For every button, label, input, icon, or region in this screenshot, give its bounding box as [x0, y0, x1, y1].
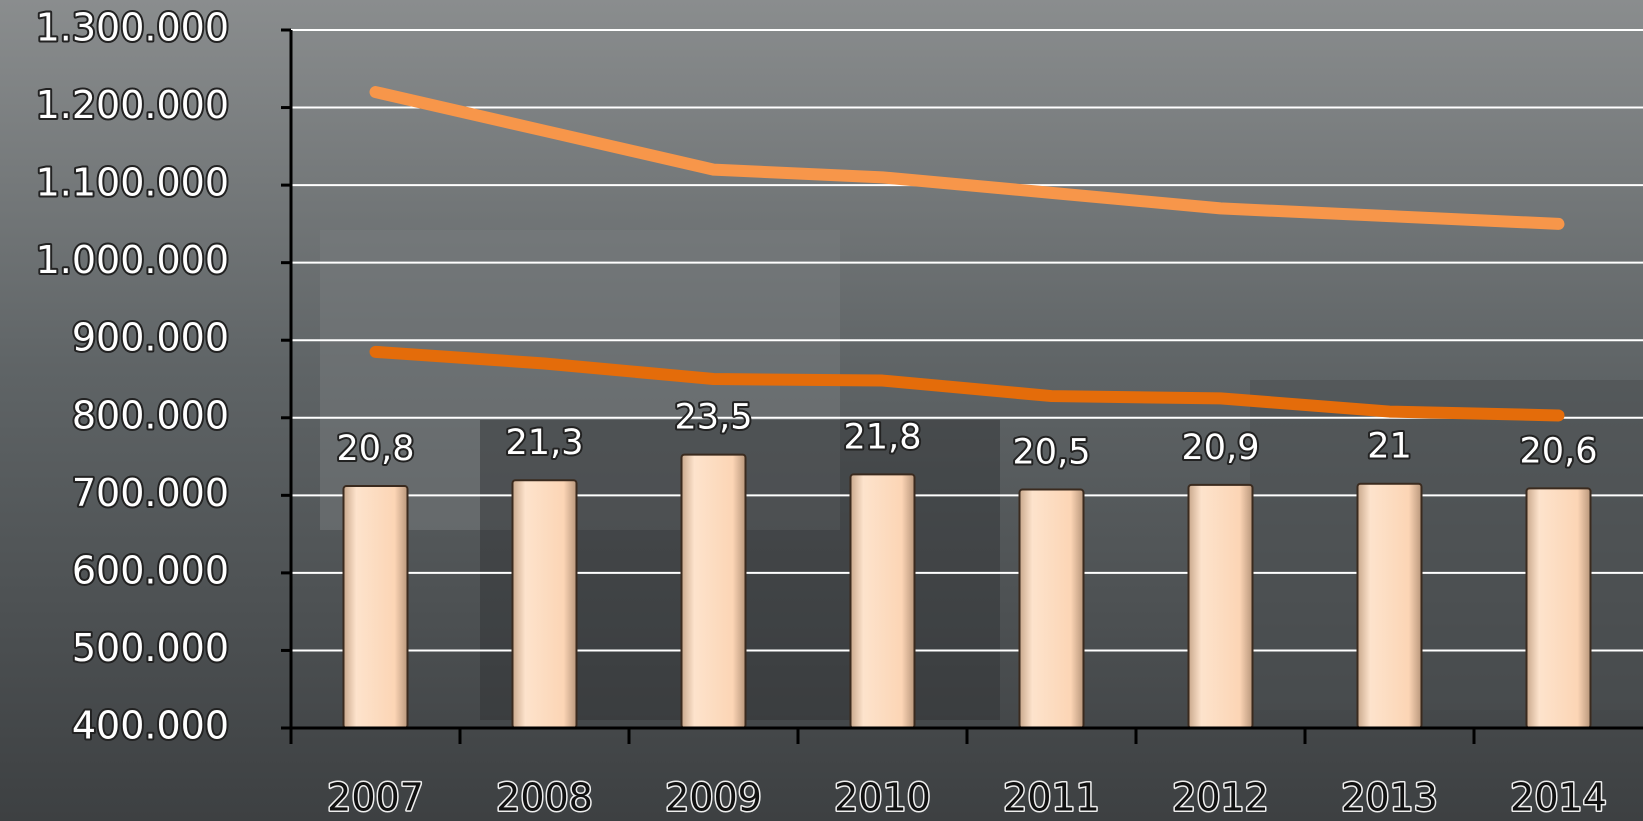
y-tick-label: 600.000: [72, 548, 229, 592]
bar: [1356, 482, 1423, 730]
x-tick-label: 2010: [834, 776, 931, 820]
bar: [1525, 487, 1592, 729]
x-tick-label: 2013: [1341, 776, 1438, 820]
x-tick-label: 2007: [327, 776, 424, 820]
plot: 400.000 500.000 600.000 700.000 800.000 900.0…: [34, 4, 1643, 821]
y-tick-label: 900.000: [72, 316, 229, 360]
x-tick-label: 2011: [1003, 776, 1100, 820]
y-tick-label: 1.100.000: [36, 161, 229, 205]
line: [369, 86, 1565, 230]
value-label: 20,5: [1013, 433, 1091, 473]
bar: [511, 479, 578, 729]
y-tick-label: 700.000: [72, 471, 229, 515]
y-tick-label: 400.000: [72, 704, 229, 748]
bar: [342, 485, 409, 729]
bar: [1187, 483, 1254, 730]
bar: [1018, 488, 1085, 729]
x-tick-label: 2012: [1172, 776, 1269, 820]
x-tick-label: 2009: [665, 776, 762, 820]
bar: [680, 453, 747, 729]
y-tick-label: 1.000.000: [36, 238, 229, 282]
value-label: 23,5: [675, 398, 753, 438]
value-label: 20,9: [1182, 428, 1260, 468]
line: [369, 345, 1565, 422]
value-label: 20,6: [1520, 431, 1598, 471]
value-label: 21: [1367, 427, 1412, 467]
value-label: 21,8: [844, 417, 922, 457]
y-tick-label: 1.200.000: [36, 83, 229, 127]
y-tick-label: 1.300.000: [36, 6, 229, 50]
x-tick-label: 2008: [496, 776, 593, 820]
bar: [849, 473, 916, 730]
y-tick-label: 500.000: [72, 626, 229, 670]
x-tick-label: 2014: [1510, 776, 1607, 820]
value-label: 21,3: [506, 423, 584, 463]
y-tick-label: 800.000: [72, 393, 229, 437]
value-label: 20,8: [337, 429, 415, 469]
